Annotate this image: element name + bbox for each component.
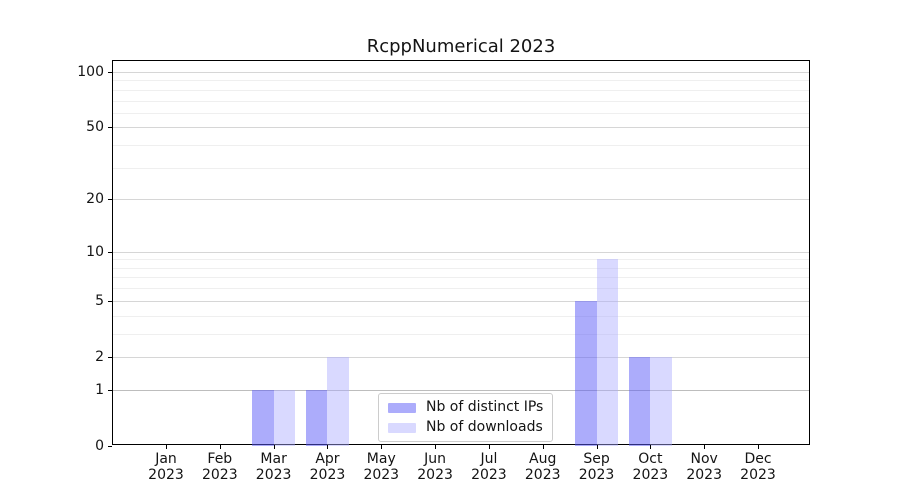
x-tick-mark: [381, 445, 383, 449]
x-tick-label: Jun 2023: [417, 451, 453, 483]
x-tick-mark: [435, 445, 437, 449]
gridline-minor: [113, 267, 809, 269]
x-tick-mark: [273, 445, 275, 449]
y-tick-mark: [108, 199, 112, 201]
bar-distinct-ips: [628, 356, 651, 446]
gridline-minor: [113, 315, 809, 317]
gridline-minor: [113, 167, 809, 169]
plot-area: [112, 60, 810, 446]
gridline-minor: [113, 80, 809, 82]
x-tick-label: Jan 2023: [148, 451, 184, 483]
x-tick-label: Apr 2023: [309, 451, 346, 483]
gridline-major: [113, 389, 809, 391]
y-tick-mark: [108, 127, 112, 129]
bar-distinct-ips: [252, 389, 274, 446]
y-tick-label: 10: [86, 243, 104, 260]
y-tick-mark: [108, 446, 112, 447]
x-tick-mark: [327, 445, 329, 449]
gridline-major: [113, 72, 809, 73]
bar-distinct-ips: [575, 300, 597, 446]
y-tick-mark: [108, 251, 112, 253]
legend-swatch-downloads: [388, 422, 416, 433]
y-tick-mark: [108, 300, 112, 302]
legend: Nb of distinct IPs Nb of downloads: [378, 393, 554, 442]
gridline-minor: [113, 277, 809, 279]
x-tick-label: Oct 2023: [632, 451, 669, 483]
bar-downloads: [596, 259, 619, 446]
legend-label-downloads: Nb of downloads: [426, 419, 543, 435]
gridline-minor: [113, 112, 809, 114]
y-tick-mark: [108, 389, 112, 391]
x-tick-mark: [596, 445, 598, 449]
gridline-minor: [113, 100, 809, 102]
x-tick-label: Nov 2023: [686, 451, 722, 483]
x-tick-label: May 2023: [363, 451, 400, 483]
y-tick-mark: [108, 72, 112, 73]
x-tick-mark: [488, 445, 490, 449]
y-tick-label: 100: [77, 64, 104, 80]
gridline-minor: [113, 89, 809, 91]
gridline-major: [113, 199, 809, 201]
gridline-major: [113, 300, 809, 302]
x-tick-mark: [704, 445, 706, 449]
x-tick-mark: [758, 445, 759, 449]
x-tick-mark: [542, 445, 544, 449]
y-tick-mark: [108, 356, 112, 358]
bar-downloads: [327, 356, 349, 446]
legend-item-downloads: Nb of downloads: [388, 419, 543, 436]
legend-swatch-distinct-ips: [388, 402, 416, 413]
y-tick-label: 0: [95, 438, 104, 454]
y-tick-label: 2: [95, 348, 104, 365]
gridline-major: [113, 251, 809, 253]
x-tick-label: Mar 2023: [255, 451, 292, 483]
x-tick-label: Aug 2023: [524, 451, 561, 483]
gridline-minor: [113, 145, 809, 147]
y-tick-label: 50: [86, 119, 104, 136]
gridline-major: [113, 127, 809, 129]
x-tick-mark: [166, 445, 167, 449]
x-tick-mark: [219, 445, 221, 449]
y-tick-label: 1: [95, 381, 104, 398]
legend-item-distinct-ips: Nb of distinct IPs: [388, 399, 543, 416]
gridline-minor: [113, 259, 809, 261]
legend-label-distinct-ips: Nb of distinct IPs: [426, 399, 544, 415]
gridline-minor: [113, 288, 809, 290]
gridline-minor: [113, 333, 809, 335]
x-tick-mark: [650, 445, 652, 449]
x-tick-label: Sep 2023: [578, 451, 615, 483]
y-tick-label: 5: [95, 292, 104, 309]
x-tick-label: Jul 2023: [471, 451, 507, 483]
x-tick-label: Feb 2023: [201, 451, 238, 483]
x-tick-label: Dec 2023: [740, 451, 776, 483]
bar-distinct-ips: [305, 389, 328, 446]
y-tick-label: 20: [86, 191, 104, 208]
bar-downloads: [273, 389, 296, 446]
chart-title: RcppNumerical 2023: [366, 36, 556, 57]
gridline-major: [113, 356, 809, 358]
bar-downloads: [650, 356, 672, 446]
